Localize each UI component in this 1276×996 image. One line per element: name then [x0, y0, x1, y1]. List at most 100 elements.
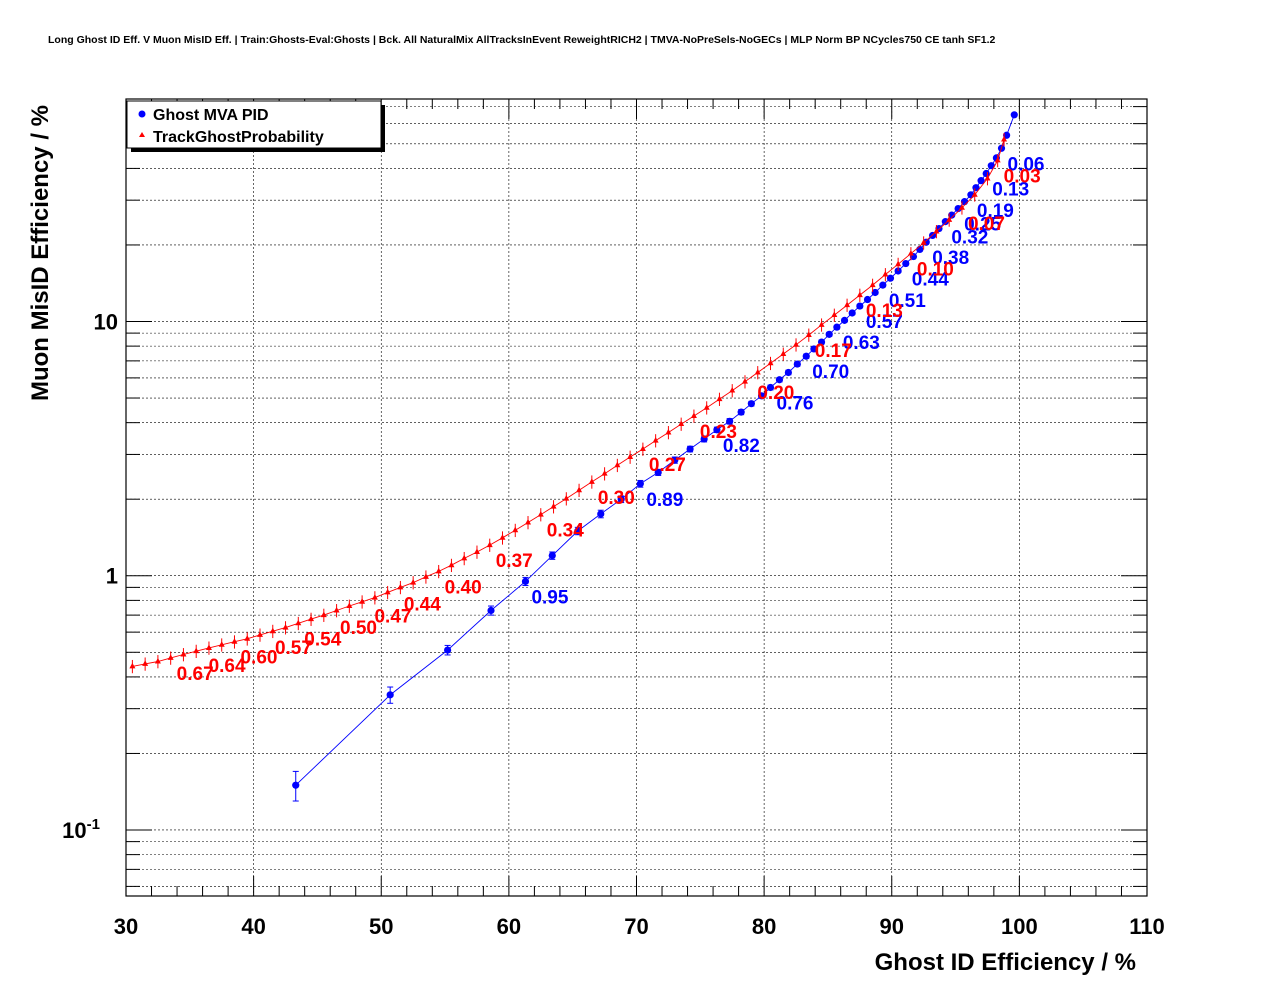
data-point-ghost-mva-pid: [654, 468, 662, 476]
cut-label: 0.07: [968, 214, 1005, 235]
data-point-ghost-mva-pid: [686, 445, 694, 453]
cut-label: 0.23: [700, 422, 737, 443]
data-point-trackghostprobability: [741, 378, 748, 384]
data-point-trackghostprobability: [729, 386, 736, 393]
data-point-trackghostprobability: [359, 598, 366, 604]
data-point-ghost-mva-pid: [840, 316, 849, 324]
data-point-trackghostprobability: [308, 615, 315, 622]
data-point-ghost-mva-pid: [444, 646, 452, 654]
cut-label: 0.40: [445, 577, 482, 598]
data-point-ghost-mva-pid: [856, 302, 864, 310]
data-point-trackghostprobability: [448, 561, 455, 568]
cut-value-labels: 0.950.890.820.760.700.630.570.510.440.38…: [177, 154, 1045, 685]
cut-label: 0.38: [932, 248, 969, 269]
data-point-ghost-mva-pid: [802, 352, 810, 360]
data-point-ghost-mva-pid: [972, 184, 980, 192]
cut-label: 0.20: [757, 383, 794, 404]
data-point-ghost-mva-pid: [636, 480, 644, 488]
data-point-trackghostprobability: [154, 657, 161, 664]
cut-label: 0.19: [977, 201, 1014, 222]
data-point-trackghostprobability: [129, 662, 136, 669]
data-point-ghost-mva-pid: [487, 606, 495, 615]
data-point-ghost-mva-pid: [292, 781, 300, 789]
data-point-trackghostprobability: [295, 619, 302, 626]
data-point-ghost-mva-pid: [886, 274, 895, 282]
plot-border: [125, 98, 1148, 897]
x-tick-label: 80: [752, 914, 776, 939]
data-point-trackghostprobability: [576, 486, 583, 493]
data-point-ghost-mva-pid: [766, 383, 775, 392]
data-point-ghost-mva-pid: [848, 309, 856, 317]
data-point-trackghostprobability: [180, 650, 187, 657]
cut-label: 0.89: [646, 490, 683, 511]
cut-label: 0.67: [177, 664, 214, 685]
data-point-ghost-mva-pid: [775, 376, 784, 384]
data-point-ghost-mva-pid: [793, 360, 801, 368]
cut-label: 0.82: [723, 436, 760, 457]
data-point-trackghostprobability: [563, 495, 570, 501]
data-point-trackghostprobability: [920, 239, 927, 245]
cut-label: 0.32: [951, 228, 988, 249]
data-point-trackghostprobability: [882, 270, 889, 277]
data-point-trackghostprobability: [946, 216, 953, 222]
x-tick-label: 110: [1129, 914, 1165, 939]
data-point-trackghostprobability: [461, 554, 468, 561]
data-point-ghost-mva-pid: [833, 323, 841, 331]
cut-label: 0.17: [815, 341, 852, 362]
data-point-trackghostprobability: [652, 437, 659, 443]
data-point-ghost-mva-pid: [574, 527, 582, 535]
legend-label-ghost-mva-pid: Ghost MVA PID: [153, 107, 269, 124]
data-point-trackghostprobability: [984, 174, 991, 181]
y-tick-label: 10: [94, 309, 118, 334]
cut-label: 0.37: [496, 551, 533, 572]
cut-label: 0.54: [304, 629, 341, 650]
cut-label: 0.64: [209, 656, 246, 677]
data-point-ghost-mva-pid: [700, 435, 708, 443]
data-point-ghost-mva-pid: [879, 281, 887, 289]
y-tick-label: 1: [106, 564, 118, 589]
data-point-ghost-mva-pid: [784, 368, 792, 377]
data-point-ghost-mva-pid: [941, 218, 949, 226]
data-point-ghost-mva-pid: [1003, 131, 1011, 139]
data-point-trackghostprobability: [384, 588, 391, 595]
cut-label: 0.76: [777, 393, 814, 414]
data-point-trackghostprobability: [422, 573, 429, 579]
cut-label: 0.63: [843, 333, 880, 354]
data-point-trackghostprobability: [473, 548, 480, 554]
data-point-trackghostprobability: [397, 583, 404, 590]
data-point-ghost-mva-pid: [863, 295, 872, 304]
cut-label: 0.44: [404, 595, 441, 616]
cut-label: 0.27: [649, 455, 686, 476]
data-point-trackghostprobability: [257, 631, 264, 637]
x-axis-tick-labels: 30 40 50 60 70 80 90 100 110: [114, 914, 1165, 939]
data-point-trackghostprobability: [703, 404, 710, 410]
data-point-trackghostprobability: [601, 470, 608, 476]
data-point-trackghostprobability: [320, 611, 327, 618]
data-point-trackghostprobability: [805, 331, 812, 337]
data-point-trackghostprobability: [869, 281, 876, 288]
data-point-ghost-mva-pid: [726, 417, 734, 425]
data-point-ghost-mva-pid: [810, 345, 818, 353]
cut-label: 0.03: [1004, 166, 1041, 187]
data-point-ghost-mva-pid: [902, 259, 910, 268]
data-point-trackghostprobability: [1001, 135, 1008, 142]
data-point-trackghostprobability: [512, 526, 519, 533]
data-point-trackghostprobability: [614, 461, 621, 468]
data-point-trackghostprobability: [231, 638, 238, 644]
data-point-trackghostprobability: [767, 359, 774, 366]
cut-label: 0.47: [374, 606, 411, 627]
data-point-trackghostprobability: [716, 395, 723, 402]
data-point-trackghostprobability: [205, 644, 212, 650]
cut-label: 0.57: [866, 312, 903, 333]
data-point-ghost-mva-pid: [916, 245, 924, 254]
data-point-trackghostprobability: [244, 635, 251, 641]
cut-label: 0.30: [598, 488, 635, 509]
data-point-ghost-mva-pid: [817, 338, 826, 346]
data-point-trackghostprobability: [486, 541, 493, 548]
data-point-trackghostprobability: [958, 204, 965, 210]
data-point-trackghostprobability: [818, 321, 825, 327]
data-point-ghost-mva-pid: [987, 162, 995, 170]
data-point-ghost-mva-pid: [671, 456, 679, 464]
data-point-ghost-mva-pid: [617, 495, 625, 503]
data-point-trackghostprobability: [856, 291, 863, 298]
